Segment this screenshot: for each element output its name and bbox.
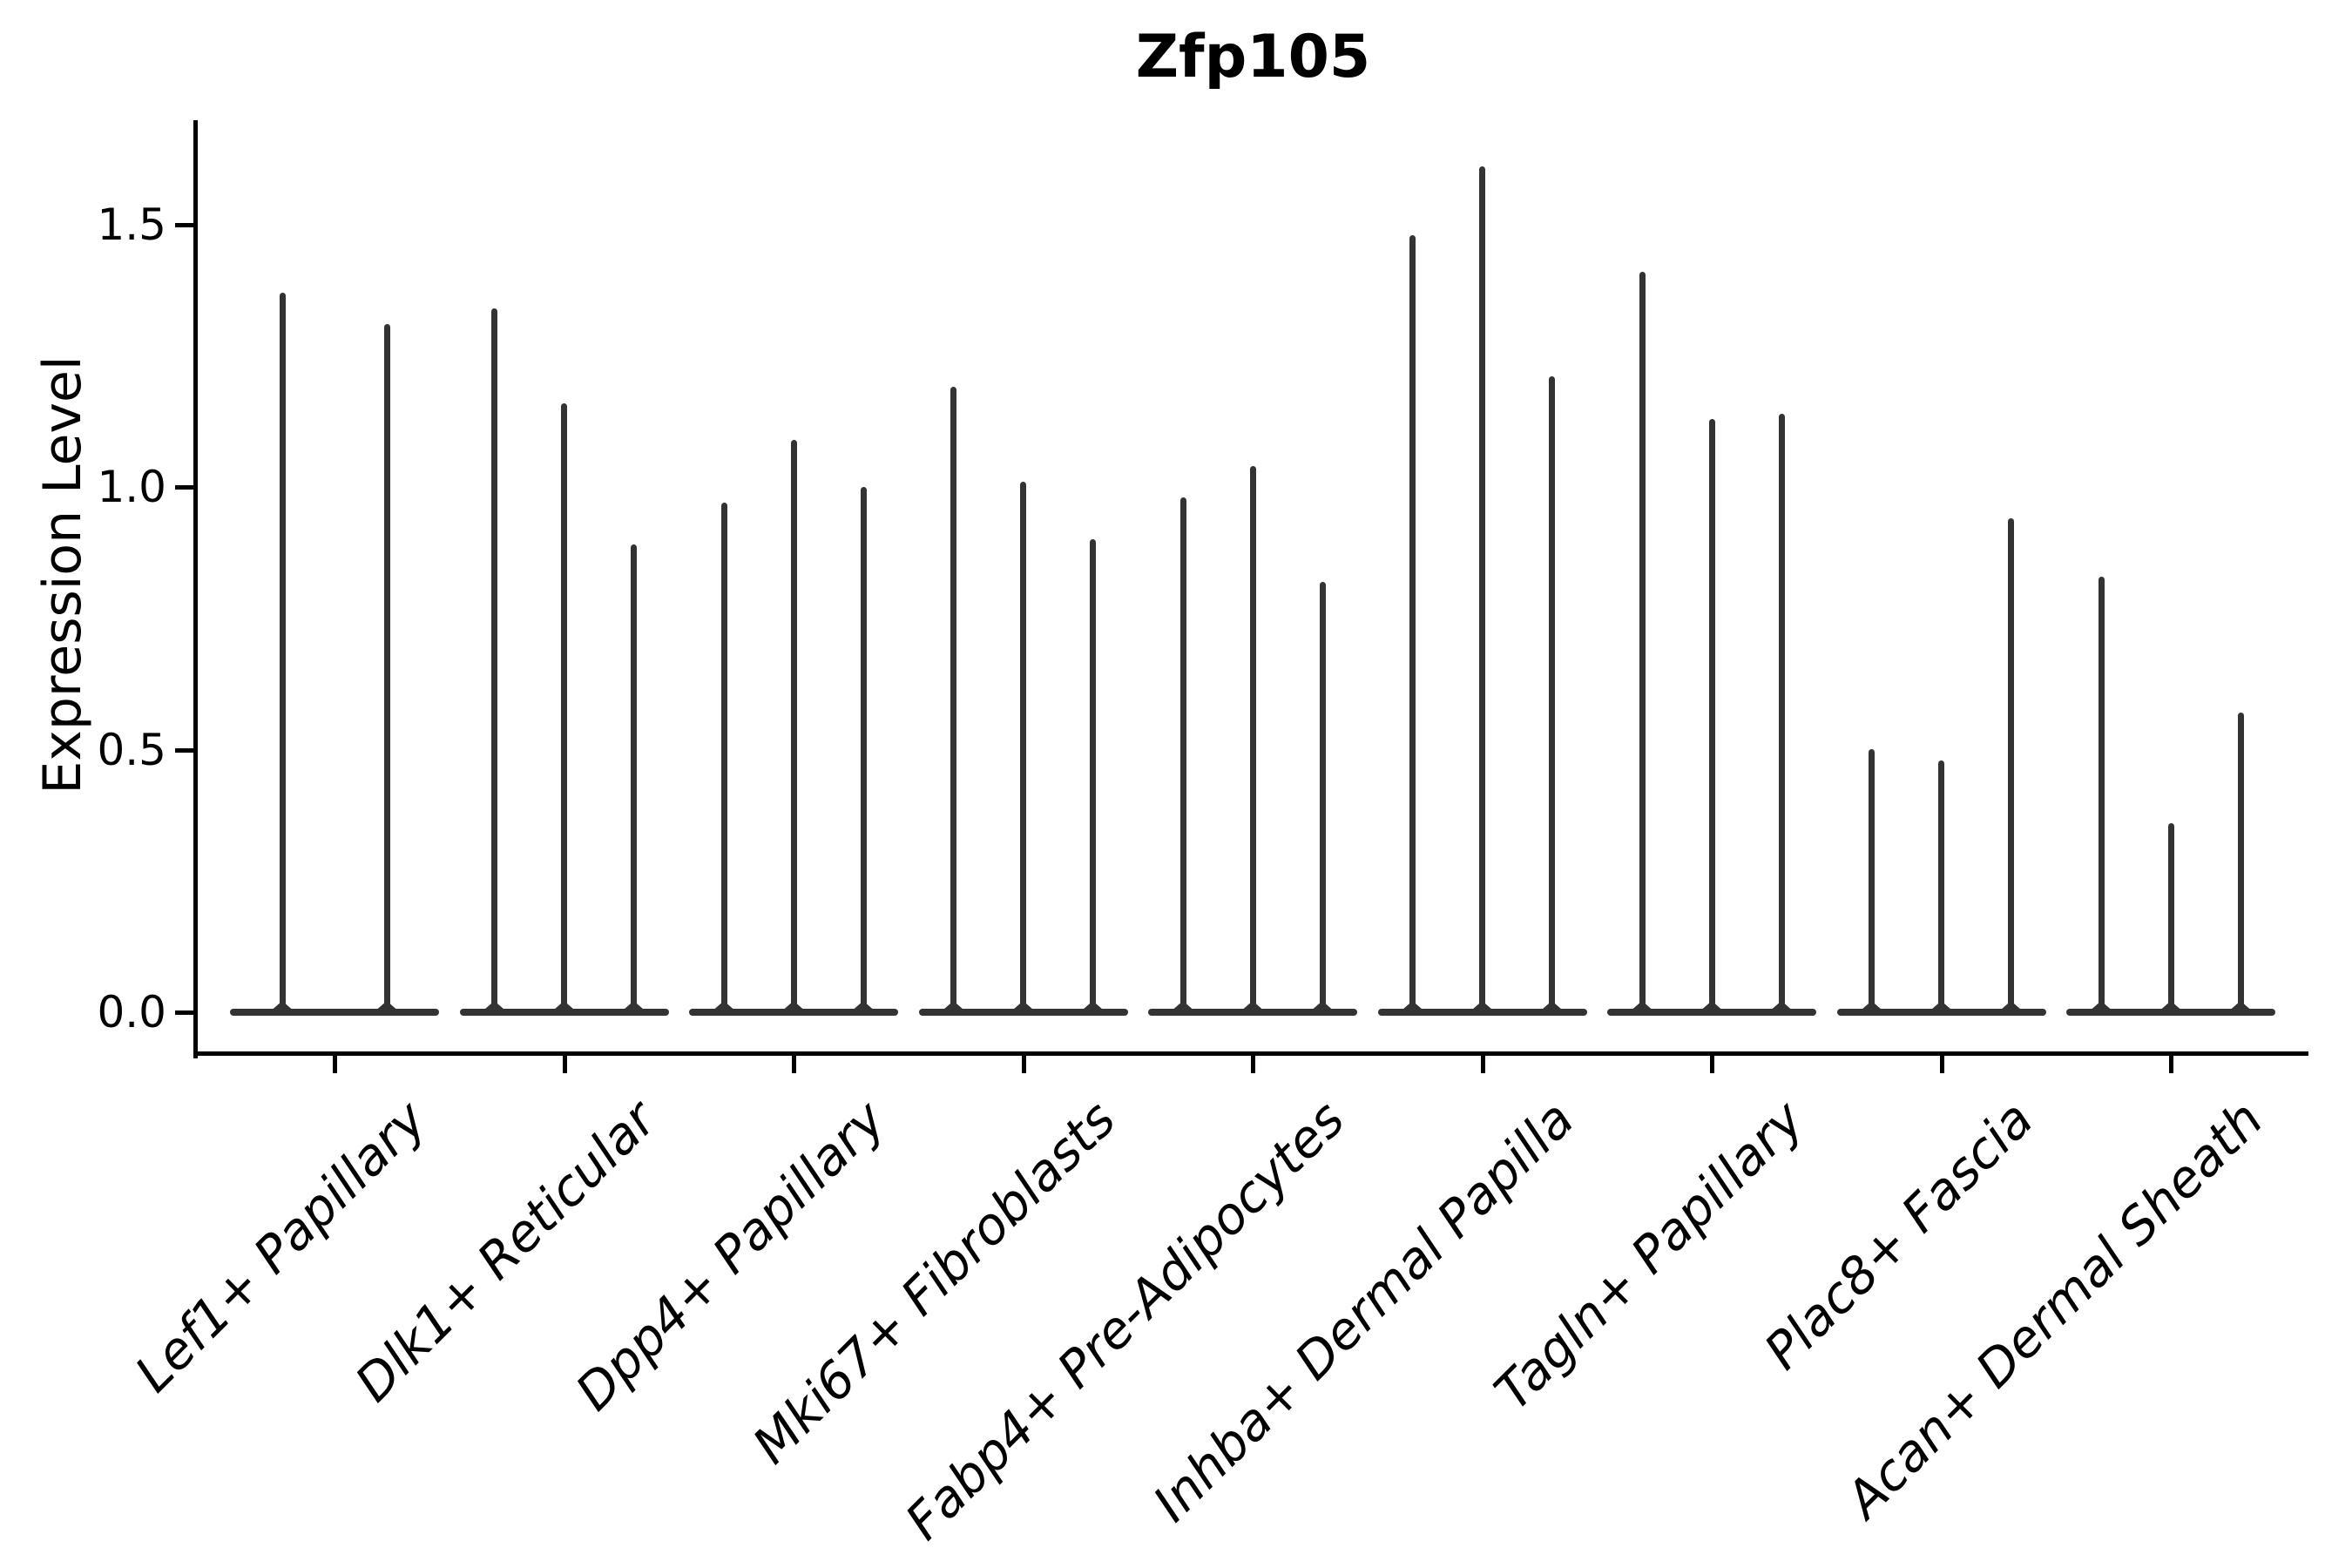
x-tick-mark (1939, 1054, 1944, 1073)
violin-spike (2098, 577, 2105, 1012)
violin-spike (1778, 414, 1785, 1012)
violin-spike (383, 324, 390, 1012)
violin-spike (1020, 482, 1026, 1012)
violin-spike (1319, 582, 1326, 1012)
x-tick-label: Inhba+ Dermal Papilla (1142, 1089, 1586, 1533)
x-tick-label: Acan+ Dermal Sheath (1834, 1089, 2274, 1530)
violin-base-bar (1836, 1009, 2046, 1016)
violin-base-bar (1607, 1009, 1816, 1016)
violin-spike (561, 403, 567, 1012)
y-axis-spine (193, 120, 198, 1058)
violin-base-bar (1148, 1009, 1357, 1016)
y-tick-label: 0.5 (97, 724, 166, 775)
y-axis-label: Expression Level (32, 355, 93, 794)
x-tick-mark (562, 1054, 567, 1073)
violin-base-bar (2066, 1009, 2275, 1016)
x-tick-mark (1480, 1054, 1485, 1073)
violin-spike (1179, 497, 1186, 1012)
y-tick-mark (175, 485, 193, 490)
violin-base-bar (230, 1009, 439, 1016)
x-tick-mark (333, 1054, 337, 1073)
x-tick-mark (1710, 1054, 1714, 1073)
violin-base-bar (459, 1009, 669, 1016)
chart-title: Zfp105 (1135, 23, 1371, 91)
violin-spike (1938, 760, 1944, 1012)
violin-spike (1409, 235, 1416, 1012)
y-tick-label: 0.0 (97, 987, 166, 1037)
x-tick-mark (2169, 1054, 2173, 1073)
violin-spike (720, 503, 727, 1012)
violin-spike (1639, 272, 1646, 1012)
y-tick-label: 1.0 (97, 462, 166, 512)
violin-spike (2008, 518, 2014, 1012)
x-tick-mark (1021, 1054, 1026, 1073)
violin-spike (631, 544, 637, 1012)
x-tick-label: Fabp4+ Pre-Adipocytes (894, 1089, 1356, 1551)
violin-base-bar (918, 1009, 1128, 1016)
violin-spike (1249, 466, 1256, 1012)
violin-spike (2237, 713, 2244, 1012)
y-tick-label: 1.5 (97, 199, 166, 250)
violin-spike (491, 308, 497, 1012)
x-tick-mark (1251, 1054, 1255, 1073)
violin-spike (1090, 539, 1096, 1012)
violin-spike (790, 440, 797, 1012)
violin-spike (1549, 376, 1555, 1012)
x-tick-mark (792, 1054, 796, 1073)
violin-base-bar (1377, 1009, 1587, 1016)
violin-spike (2167, 823, 2174, 1012)
violin-base-bar (689, 1009, 898, 1016)
violin-spike (1479, 166, 1485, 1012)
y-tick-mark (175, 1010, 193, 1015)
violin-spike (950, 387, 956, 1012)
y-tick-mark (175, 222, 193, 227)
y-tick-mark (175, 747, 193, 753)
violin-spike (860, 487, 867, 1012)
x-axis-spine (193, 1051, 2308, 1056)
violin-spike (279, 293, 286, 1012)
violin-spike (1869, 749, 1875, 1012)
violin-spike (1708, 419, 1715, 1012)
